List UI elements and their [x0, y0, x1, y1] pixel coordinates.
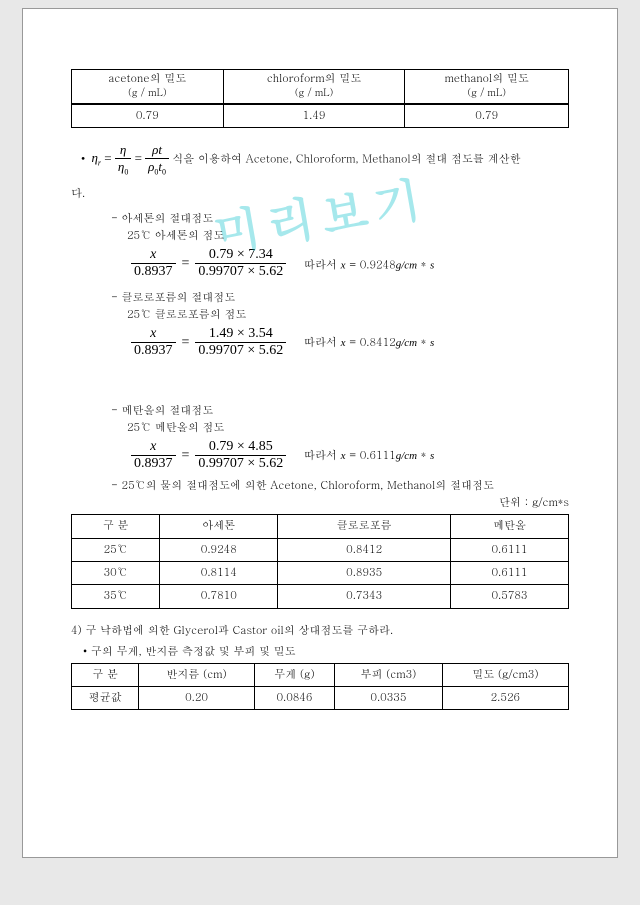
ball-hdr-4: 밀도 (g/cm3): [442, 663, 568, 686]
rhs-den: 0.99707 × 5.62: [195, 456, 286, 472]
hdr-text: methanol의 밀도: [444, 71, 528, 86]
cell: 0.7810: [160, 585, 278, 608]
q4-sub-text: • 구의 무게, 반지름 측정값 및 부피 및 밀도: [83, 644, 569, 659]
cell: 0.6111: [451, 538, 569, 561]
lhs-den: 0.8937: [131, 264, 176, 280]
hdr-text: chloroform의 밀도: [267, 71, 361, 86]
calc3-result: 따라서 x = 0.6111g/cm * s: [300, 448, 434, 463]
rhs-den: 0.99707 × 5.62: [195, 343, 286, 359]
density-value-chloroform: 1.49: [223, 104, 405, 128]
formula-tail-text: 식을 이용하여 Acetone, Chloroform, Methanol의 절…: [172, 151, 520, 166]
ball-hdr-3: 부피 (cm3): [335, 663, 443, 686]
cell: 25℃: [72, 538, 160, 561]
calc1-equation: x0.8937 = 0.79 × 7.340.99707 × 5.62 따라서 …: [131, 247, 569, 280]
rhs-num: 1.49 × 3.54: [195, 326, 286, 343]
cell: 평균값: [72, 686, 139, 709]
density-header-acetone: acetone의 밀도 (g / mL): [72, 70, 224, 104]
frac-rho-t: ρt ρ0t0: [145, 142, 169, 177]
q4-text: 4) 구 낙하법에 의한 Glycerol과 Castor oil의 상대점도를…: [71, 623, 569, 638]
table-row: 30℃ 0.8114 0.8935 0.6111: [72, 562, 569, 585]
calc2-subtitle: 25℃ 클로로포름의 점도: [127, 307, 569, 322]
calc2-equation: x0.8937 = 1.49 × 3.540.99707 × 5.62 따라서 …: [131, 326, 569, 359]
cell: 30℃: [72, 562, 160, 585]
table-row: 평균값 0.20 0.0846 0.0335 2.526: [72, 686, 569, 709]
eta-r-symbol: ηr: [91, 150, 101, 165]
cell: 0.9248: [160, 538, 278, 561]
calc1-result: 따라서 x = 0.9248g/cm * s: [300, 256, 434, 273]
density-header-methanol: methanol의 밀도 (g / mL): [405, 70, 569, 104]
results-hdr-3: 메탄올: [451, 515, 569, 538]
calc2-result: 따라서 x = 0.8412g/cm * s: [300, 335, 434, 350]
cell: 0.8412: [278, 538, 451, 561]
hdr-unit: (g / mL): [295, 85, 334, 99]
results-table: 구 분 아세톤 클로로포름 메탄올 25℃ 0.9248 0.8412 0.61…: [71, 514, 569, 608]
hdr-unit: (g / mL): [467, 85, 506, 99]
results-hdr-1: 아세톤: [160, 515, 278, 538]
cell: 0.8935: [278, 562, 451, 585]
rhs-num: 0.79 × 7.34: [195, 247, 286, 264]
rhs-den: 0.99707 × 5.62: [195, 264, 286, 280]
table-row: 35℃ 0.7810 0.7343 0.5783: [72, 585, 569, 608]
ball-hdr-1: 반지름 (cm): [139, 663, 255, 686]
cell: 35℃: [72, 585, 160, 608]
cell: 0.8114: [160, 562, 278, 585]
hdr-unit: (g / mL): [128, 85, 167, 99]
formula-intro-end: 다.: [71, 186, 569, 201]
table-row: 25℃ 0.9248 0.8412 0.6111: [72, 538, 569, 561]
lhs-den: 0.8937: [131, 456, 176, 472]
calc3-subtitle: 25℃ 메탄올의 점도: [127, 420, 569, 435]
document-page: 미리보기 acetone의 밀도 (g / mL) chloroform의 밀도…: [22, 8, 618, 858]
density-table: acetone의 밀도 (g / mL) chloroform의 밀도 (g /…: [71, 69, 569, 128]
density-value-methanol: 0.79: [405, 104, 569, 128]
calc1-subtitle: 25℃ 아세톤의 점도: [127, 228, 569, 243]
cell: 0.0335: [335, 686, 443, 709]
cell: 0.20: [139, 686, 255, 709]
cell: 0.0846: [254, 686, 334, 709]
cell: 0.7343: [278, 585, 451, 608]
frac-eta: η η0: [115, 142, 131, 177]
hdr-text: acetone의 밀도: [108, 71, 186, 86]
calc1-title: - 아세톤의 절대점도: [111, 211, 569, 226]
ball-hdr-2: 무게 (g): [254, 663, 334, 686]
cell: 0.6111: [451, 562, 569, 585]
rhs-num: 0.79 × 4.85: [195, 439, 286, 456]
summary-line: - 25℃의 물의 절대점도에 의한 Acetone, Chloroform, …: [111, 478, 569, 493]
results-hdr-0: 구 분: [72, 515, 160, 538]
calc2-title: - 클로로포름의 절대점도: [111, 290, 569, 305]
lhs-den: 0.8937: [131, 343, 176, 359]
results-hdr-2: 클로로포름: [278, 515, 451, 538]
density-value-acetone: 0.79: [72, 104, 224, 128]
ball-hdr-0: 구 분: [72, 663, 139, 686]
ball-table: 구 분 반지름 (cm) 무게 (g) 부피 (cm3) 밀도 (g/cm3) …: [71, 663, 569, 711]
lhs-num: x: [131, 326, 176, 343]
lhs-num: x: [131, 247, 176, 264]
cell: 2.526: [442, 686, 568, 709]
unit-label: 단위 : g/cm*s: [71, 495, 569, 510]
density-header-chloroform: chloroform의 밀도 (g / mL): [223, 70, 405, 104]
calc3-title: - 메탄올의 절대점도: [111, 403, 569, 418]
formula-intro: • ηr = η η0 = ρt ρ0t0 식을 이용하여 Acetone, C…: [81, 142, 569, 177]
lhs-num: x: [131, 439, 176, 456]
cell: 0.5783: [451, 585, 569, 608]
calc3-equation: x0.8937 = 0.79 × 4.850.99707 × 5.62 따라서 …: [131, 439, 569, 472]
